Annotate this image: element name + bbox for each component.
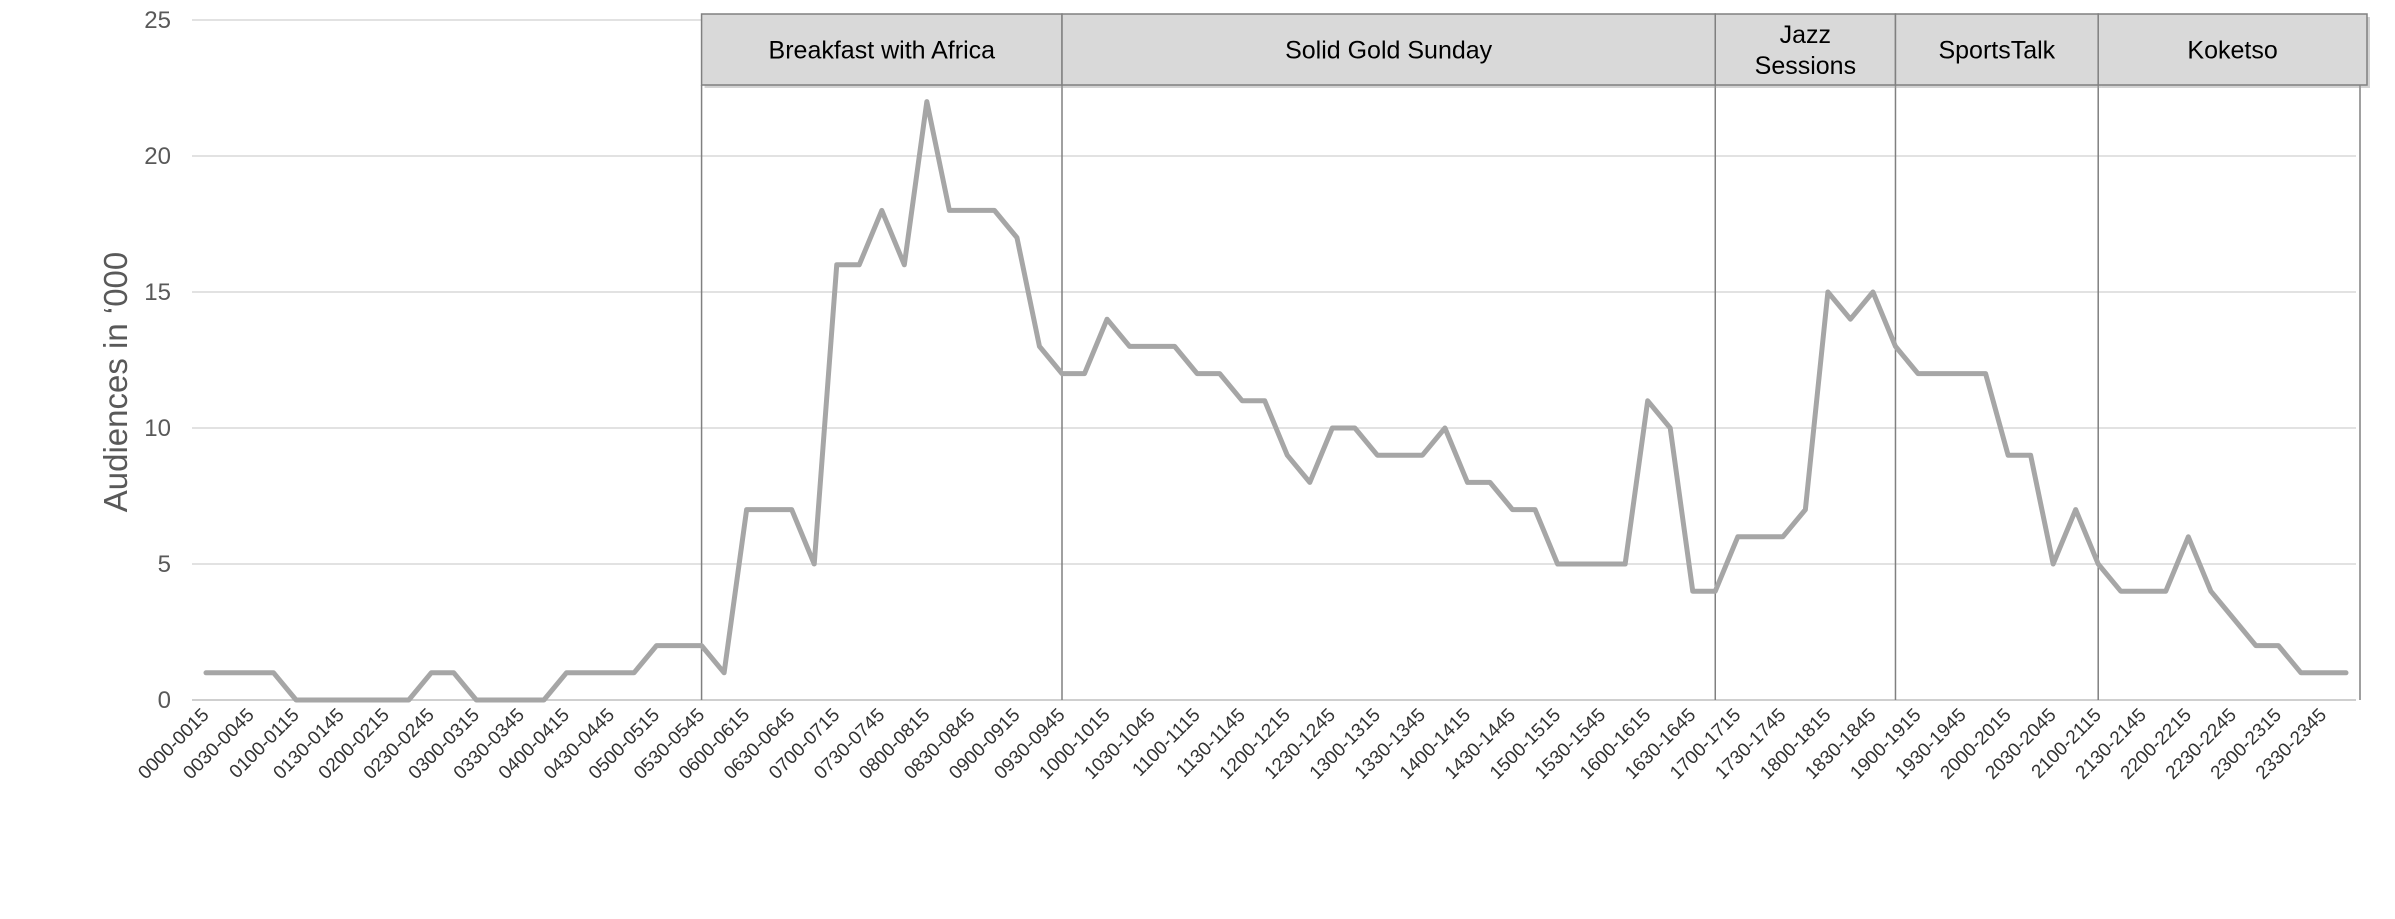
band-label: Koketso (2187, 37, 2277, 65)
programme-band: Solid Gold Sunday (1061, 13, 1719, 88)
band-box (1061, 13, 1717, 86)
series-layer (203, 99, 2349, 703)
programme-bands: Breakfast with Africa Solid Gold Sunday Ja… (700, 13, 2370, 88)
band-label: Jazz (1780, 21, 1831, 49)
y-tick-label: 10 (144, 415, 171, 442)
programme-band: Koketso (2097, 13, 2370, 88)
band-label: Sessions (1755, 52, 1856, 80)
y-tick-label: 15 (144, 279, 171, 306)
y-tick-label: 5 (158, 551, 171, 578)
schedule-dividers (700, 85, 2361, 700)
band-box (1894, 13, 2099, 86)
band-box (700, 13, 1063, 86)
y-tick-label: 0 (158, 687, 171, 714)
y-tick-label: 25 (144, 7, 171, 34)
band-box (1714, 13, 1897, 86)
band-label: Solid Gold Sunday (1285, 37, 1493, 65)
band-box (2097, 13, 2368, 86)
programme-band: Breakfast with Africa (700, 13, 1065, 88)
y-axis-ticks: 0 5 10 15 20 25 (144, 7, 171, 714)
y-tick-label: 20 (144, 143, 171, 170)
gridlines (192, 19, 2356, 701)
band-label: Breakfast with Africa (769, 37, 996, 65)
y-axis-label: Audiences in ‘000 (97, 252, 134, 513)
audience-series-line (203, 99, 2349, 703)
programme-band: SportsTalk (1894, 13, 2102, 88)
x-axis-ticks: 0000-00150030-00450100-01150130-01450200… (134, 705, 2331, 784)
programme-band: Jazz Sessions (1714, 13, 1899, 88)
band-label: SportsTalk (1938, 37, 2055, 65)
